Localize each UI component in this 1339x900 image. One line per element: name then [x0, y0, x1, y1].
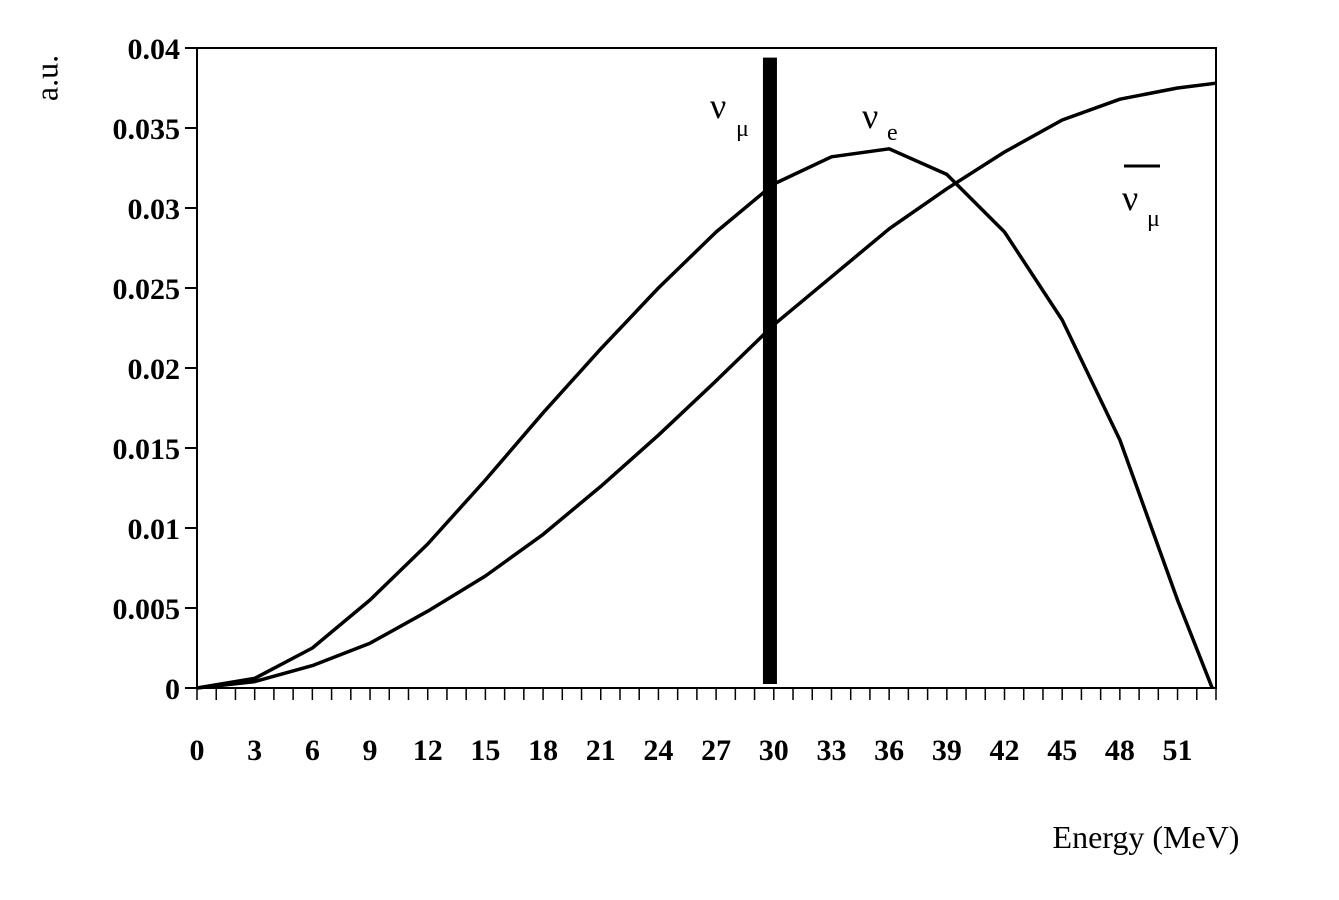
x-tick-label: 36 — [874, 734, 904, 767]
series-label-anti-nu-mu: ν μ — [1122, 164, 1160, 232]
series-label-subscript: μ — [1147, 206, 1160, 232]
x-axis-ticks: 0 3 6 9 12 15 18 21 24 27 30 33 36 39 42 45 48 51 — [190, 688, 1217, 767]
x-tick-label: 9 — [363, 734, 378, 767]
series-label-main: ν — [710, 86, 726, 126]
x-tick-label: 51 — [1163, 734, 1193, 767]
x-tick-label: 3 — [247, 734, 262, 767]
x-tick-label: 12 — [413, 734, 443, 767]
x-tick-label: 42 — [990, 734, 1020, 767]
y-tick-label: 0.015 — [113, 433, 181, 466]
series-label-main: ν — [1122, 178, 1138, 218]
x-tick-label: 45 — [1047, 734, 1077, 767]
y-axis-ticks: 0 0.005 0.01 0.015 0.02 0.025 0.03 0.035 0.04 — [113, 33, 197, 706]
x-tick-label: 21 — [586, 734, 616, 767]
y-tick-label: 0.02 — [128, 353, 181, 386]
series-label-nu-mu: ν μ — [710, 86, 749, 142]
y-tick-label: 0.04 — [128, 33, 181, 66]
x-tick-label: 33 — [816, 734, 846, 767]
series-nu-e-line — [196, 147, 1214, 690]
y-tick-label: 0.025 — [113, 273, 181, 306]
series-label-nu-e: ν e — [862, 96, 898, 146]
x-tick-label: 39 — [932, 734, 962, 767]
series-nu-mu-line — [762, 57, 777, 685]
x-axis-label: Energy (MeV) — [1053, 819, 1240, 855]
series-lines — [196, 57, 1217, 690]
y-tick-label: 0 — [165, 673, 180, 706]
series-anti-nu-mu-line — [196, 81, 1217, 690]
y-tick-label: 0.01 — [128, 513, 181, 546]
x-tick-label: 6 — [305, 734, 320, 767]
series-label-subscript: e — [887, 120, 898, 146]
y-tick-label: 0.03 — [128, 193, 181, 226]
x-tick-label: 27 — [701, 734, 731, 767]
x-tick-label: 30 — [759, 734, 789, 767]
x-tick-label: 18 — [528, 734, 558, 767]
y-tick-label: 0.035 — [113, 113, 181, 146]
axes — [196, 47, 1217, 689]
x-tick-label: 15 — [470, 734, 500, 767]
plot-frame — [196, 47, 1217, 689]
y-axis-label: a.u. — [28, 55, 64, 101]
x-tick-label: 24 — [643, 734, 673, 767]
series-label-subscript: μ — [736, 116, 749, 142]
series-label-main: ν — [862, 96, 878, 136]
y-tick-label: 0.005 — [113, 593, 181, 626]
x-tick-label: 0 — [190, 734, 205, 767]
x-tick-label: 48 — [1105, 734, 1135, 767]
